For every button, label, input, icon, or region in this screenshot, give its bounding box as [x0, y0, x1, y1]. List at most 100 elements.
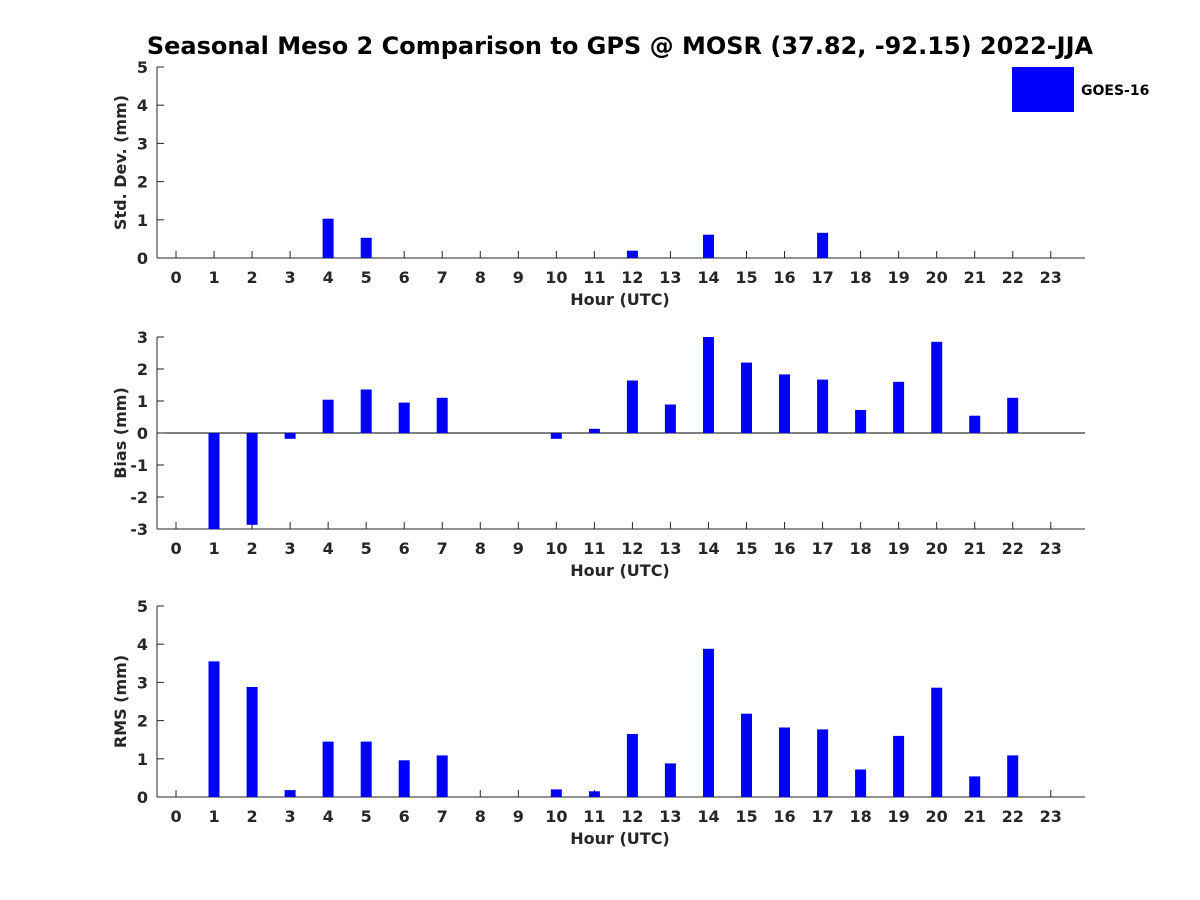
y-tick-label: 5: [137, 597, 148, 616]
x-tick-label: 1: [208, 807, 219, 826]
x-tick-label: 22: [1002, 807, 1024, 826]
bar: [360, 389, 372, 433]
x-axis-label: Hour (UTC): [570, 561, 670, 580]
x-tick-label: 5: [361, 539, 372, 558]
x-tick-label: 17: [811, 539, 833, 558]
x-axis-label: Hour (UTC): [570, 290, 670, 309]
x-tick-label: 17: [811, 807, 833, 826]
x-tick-label: 14: [697, 539, 719, 558]
x-axis-label: Hour (UTC): [570, 829, 670, 848]
x-tick-label: 16: [773, 539, 795, 558]
x-tick-label: 17: [811, 268, 833, 287]
bar: [436, 755, 448, 797]
bar: [741, 713, 752, 797]
x-tick-label: 9: [513, 539, 524, 558]
bar: [779, 727, 790, 797]
x-tick-label: 10: [545, 268, 567, 287]
y-axis-label: Bias (mm): [111, 387, 130, 479]
y-tick-label: 1: [137, 750, 148, 769]
legend-label: GOES-16: [1081, 83, 1149, 99]
x-tick-label: 2: [247, 539, 258, 558]
legend-swatch: [1012, 67, 1074, 112]
bar: [893, 735, 905, 797]
x-tick-label: 13: [659, 268, 681, 287]
x-tick-label: 0: [170, 539, 181, 558]
bar: [360, 741, 372, 797]
y-tick-label: 3: [137, 673, 148, 692]
bar: [322, 399, 334, 433]
x-tick-label: 13: [659, 807, 681, 826]
x-tick-label: 7: [437, 268, 448, 287]
bar: [208, 433, 220, 529]
bar: [398, 760, 410, 797]
x-tick-label: 19: [888, 807, 910, 826]
bar: [664, 404, 676, 433]
x-tick-label: 23: [1040, 539, 1062, 558]
bar: [1007, 397, 1019, 433]
bar: [817, 379, 829, 433]
x-tick-label: 3: [285, 268, 296, 287]
bar: [550, 789, 562, 797]
x-tick-label: 21: [964, 539, 986, 558]
x-tick-label: 0: [170, 268, 181, 287]
x-tick-label: 11: [583, 268, 605, 287]
x-tick-label: 21: [964, 807, 986, 826]
bar: [931, 687, 943, 797]
y-tick-label: 3: [137, 328, 148, 347]
x-tick-label: 10: [545, 539, 567, 558]
y-tick-label: 0: [137, 424, 148, 443]
x-tick-label: 18: [849, 268, 871, 287]
x-tick-label: 19: [888, 268, 910, 287]
x-tick-label: 9: [513, 807, 524, 826]
y-tick-label: 0: [137, 249, 148, 268]
bar: [703, 234, 714, 258]
bar: [398, 402, 410, 433]
bar: [284, 433, 296, 439]
bar: [779, 374, 790, 433]
x-tick-label: 21: [964, 268, 986, 287]
chart-title: Seasonal Meso 2 Comparison to GPS @ MOSR…: [147, 32, 1094, 60]
bar: [931, 341, 943, 433]
x-tick-label: 7: [437, 539, 448, 558]
x-tick-label: 8: [475, 539, 486, 558]
x-tick-label: 23: [1040, 268, 1062, 287]
bar: [893, 381, 905, 433]
y-tick-label: 1: [137, 392, 148, 411]
y-axis-label: Std. Dev. (mm): [111, 95, 130, 230]
bar: [322, 218, 334, 258]
legend: GOES-16: [1012, 67, 1149, 112]
y-tick-label: 1: [137, 211, 148, 230]
x-tick-label: 12: [621, 268, 643, 287]
bar: [588, 791, 600, 797]
bar: [969, 776, 981, 797]
bar: [855, 769, 867, 797]
bar: [322, 741, 334, 797]
bar: [284, 790, 296, 797]
x-tick-label: 12: [621, 539, 643, 558]
x-tick-label: 2: [247, 807, 258, 826]
x-tick-label: 8: [475, 807, 486, 826]
bar: [664, 763, 676, 797]
x-tick-label: 18: [849, 539, 871, 558]
x-tick-label: 18: [849, 807, 871, 826]
x-tick-label: 20: [926, 807, 948, 826]
x-tick-label: 3: [285, 807, 296, 826]
x-tick-label: 23: [1040, 807, 1062, 826]
bar: [626, 380, 638, 433]
x-tick-label: 8: [475, 268, 486, 287]
bar: [969, 415, 981, 433]
x-tick-label: 16: [773, 807, 795, 826]
y-tick-label: 0: [137, 788, 148, 807]
x-tick-label: 4: [323, 807, 334, 826]
y-tick-label: -1: [130, 456, 148, 475]
x-tick-label: 1: [208, 539, 219, 558]
y-tick-label: 2: [137, 173, 148, 192]
x-tick-label: 9: [513, 268, 524, 287]
x-tick-label: 20: [926, 539, 948, 558]
y-tick-label: 2: [137, 712, 148, 731]
x-tick-label: 6: [399, 807, 410, 826]
x-tick-label: 4: [323, 539, 334, 558]
